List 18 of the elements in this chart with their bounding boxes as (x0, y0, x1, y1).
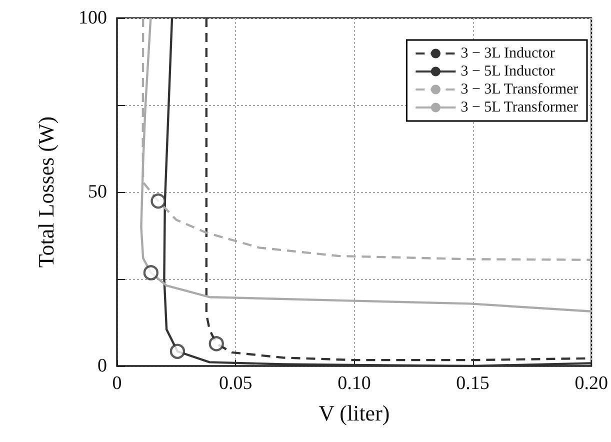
legend-label: 3 − 3L Inductor (460, 46, 555, 62)
x-axis-title: V (liter) (318, 400, 390, 426)
y-tick-label: 100 (78, 8, 107, 28)
point (143, 265, 159, 280)
x-tick-label: 0.20 (574, 373, 608, 394)
y-tick-label: 50 (88, 182, 107, 202)
x-tick-label: 0.05 (218, 373, 252, 394)
y-axis-title: Total Losses (W) (34, 116, 58, 268)
point (170, 344, 186, 359)
legend-label: 3 − 3L Transformer (460, 82, 578, 98)
legend-label: 3 − 5L Transformer (460, 100, 578, 116)
x-tick-label: 0.10 (338, 373, 371, 394)
y-tick-label: 0 (98, 356, 107, 376)
x-tick-label: 0 (112, 373, 122, 394)
point (208, 336, 224, 352)
x-tick-label: 0.15 (456, 373, 490, 394)
point (150, 193, 166, 209)
legend-label: 3 − 5L Inductor (460, 64, 555, 80)
